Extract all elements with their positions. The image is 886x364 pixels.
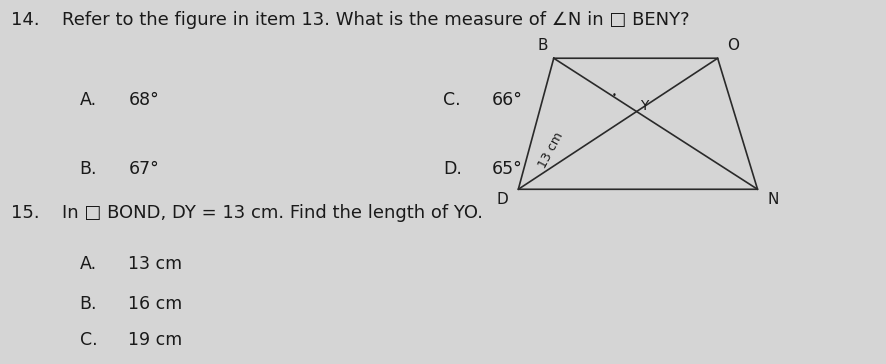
Text: 16 cm: 16 cm <box>128 295 183 313</box>
Text: N: N <box>767 193 779 207</box>
Text: Refer to the figure in item 13. What is the measure of ∠N in □ BENY?: Refer to the figure in item 13. What is … <box>62 11 689 29</box>
Text: •: • <box>611 91 617 100</box>
Text: D.: D. <box>443 160 462 178</box>
Text: B: B <box>538 39 548 54</box>
Text: In □ BOND, DY = 13 cm. Find the length of YO.: In □ BOND, DY = 13 cm. Find the length o… <box>62 204 483 222</box>
Text: D: D <box>497 193 509 207</box>
Text: A.: A. <box>80 255 97 273</box>
Text: 15.: 15. <box>11 204 39 222</box>
Text: 68°: 68° <box>128 91 159 109</box>
Text: 13 cm: 13 cm <box>128 255 183 273</box>
Text: 14.: 14. <box>11 11 39 29</box>
Text: O: O <box>727 39 740 54</box>
Text: B.: B. <box>80 295 97 313</box>
Text: A.: A. <box>80 91 97 109</box>
Text: 19 cm: 19 cm <box>128 331 183 349</box>
Text: 65°: 65° <box>492 160 523 178</box>
Text: 13 cm: 13 cm <box>536 130 566 170</box>
Text: 66°: 66° <box>492 91 523 109</box>
Text: B.: B. <box>80 160 97 178</box>
Text: C.: C. <box>443 91 461 109</box>
Text: 67°: 67° <box>128 160 159 178</box>
Text: C.: C. <box>80 331 97 349</box>
Text: Y: Y <box>641 99 649 113</box>
